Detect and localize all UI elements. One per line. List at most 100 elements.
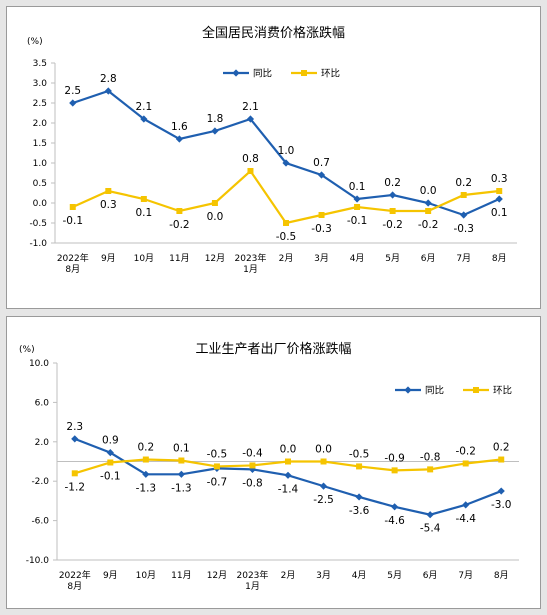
data-label: 1.8: [207, 113, 224, 125]
data-point-mom: [211, 200, 218, 206]
data-point-yoy: [142, 470, 150, 478]
data-point-yoy: [282, 159, 290, 167]
data-label: 2.5: [64, 85, 81, 97]
data-point-mom: [356, 463, 363, 470]
data-point-yoy: [177, 470, 185, 478]
data-label: -0.2: [382, 219, 403, 231]
x-tick-label: 2022年 8月: [59, 569, 91, 592]
x-tick-label: 3月: [316, 570, 331, 581]
data-label: -1.4: [278, 483, 299, 495]
y-tick-label: 2.0: [33, 119, 48, 129]
data-label: -0.5: [207, 448, 228, 460]
data-label: 0.0: [207, 211, 224, 223]
data-label: -0.7: [207, 476, 228, 488]
data-point-yoy: [246, 115, 255, 123]
y-tick-label: 0.0: [33, 199, 48, 209]
data-label: -0.2: [169, 219, 190, 231]
data-label: -1.3: [136, 482, 157, 494]
data-point-yoy: [319, 482, 328, 490]
x-tick-label: 8月: [494, 570, 509, 581]
x-tick-label: 2月: [281, 570, 296, 581]
data-point-mom: [462, 460, 469, 467]
data-label: -0.4: [242, 447, 263, 459]
x-tick-label: 6月: [421, 253, 436, 264]
data-point-yoy: [497, 487, 505, 495]
ppi-chart: 工业生产者出厂价格涨跌幅 (%) -10.0 -6.0 -2.0 2.0 6.0 10.0 20…: [19, 341, 519, 592]
x-tick-label: 5月: [387, 570, 402, 581]
chart-title: 全国居民消费价格涨跌幅: [202, 25, 345, 41]
legend-marker: [404, 386, 412, 394]
data-point-mom: [178, 457, 185, 464]
y-tick-label: 6.0: [35, 398, 50, 408]
data-label: -3.0: [491, 499, 512, 511]
x-tick-label: 2022年 8月: [57, 252, 89, 275]
data-label: 0.2: [137, 442, 154, 454]
y-tick-label: -1.0: [29, 239, 47, 249]
data-label: 0.0: [315, 444, 332, 456]
data-label: -0.8: [242, 477, 263, 489]
y-unit-label: (%): [27, 37, 43, 47]
data-label: 0.1: [173, 443, 190, 455]
data-point-yoy: [175, 135, 183, 143]
x-tick-label: 7月: [456, 253, 471, 264]
data-label: 0.1: [491, 207, 508, 219]
data-point-mom: [176, 208, 183, 214]
data-point-mom: [69, 204, 76, 210]
x-tick-label: 3月: [314, 253, 329, 264]
y-tick-label: 2.5: [33, 99, 47, 109]
data-label: -0.2: [418, 219, 439, 231]
data-point-yoy: [495, 195, 503, 203]
data-point-yoy: [391, 503, 399, 511]
x-tick-label: 2月: [279, 253, 294, 264]
x-tick-label: 2023年 1月: [237, 569, 269, 592]
data-label: -2.5: [313, 494, 334, 506]
data-point-yoy: [106, 449, 114, 457]
data-point-yoy: [317, 171, 326, 179]
data-point-yoy: [353, 195, 361, 203]
cpi-chart: 全国居民消费价格涨跌幅 (%) -1.0 -0.5 0.0 0.5 1.0 1.5 2.0 2.5…: [27, 25, 517, 275]
data-point-yoy: [69, 99, 77, 107]
x-tick-label: 10月: [136, 570, 156, 581]
chart-title: 工业生产者出厂价格涨跌幅: [195, 341, 351, 357]
data-label: 0.0: [420, 185, 437, 197]
x-tick-label: 12月: [207, 570, 227, 581]
data-point-mom: [425, 208, 432, 214]
data-label: 0.0: [280, 444, 297, 456]
data-label: -0.1: [63, 215, 84, 227]
data-label: 0.1: [135, 207, 152, 219]
data-label: -0.8: [420, 451, 441, 463]
data-label: -0.5: [349, 448, 370, 460]
x-tick-label: 4月: [350, 253, 365, 264]
data-label: 2.3: [66, 421, 83, 433]
data-point-mom: [318, 212, 325, 218]
data-label: -1.3: [171, 482, 192, 494]
data-label: -4.6: [384, 515, 405, 527]
data-label: -0.5: [276, 231, 297, 243]
x-tick-label: 4月: [352, 570, 367, 581]
data-label: -0.9: [384, 452, 405, 464]
data-label: -5.4: [420, 523, 441, 535]
data-point-mom: [71, 470, 78, 477]
data-point-mom: [140, 196, 147, 202]
y-tick-label: 3.5: [33, 59, 47, 69]
y-tick-label: -2.0: [31, 477, 49, 487]
data-point-yoy: [389, 191, 397, 199]
y-tick-label: 2.0: [35, 438, 50, 448]
data-point-mom: [249, 462, 256, 469]
data-point-mom: [142, 456, 149, 463]
x-tick-label: 11月: [169, 253, 189, 264]
data-point-mom: [247, 168, 254, 174]
data-label: -0.3: [453, 223, 474, 235]
y-unit-label: (%): [19, 345, 35, 355]
legend-marker: [301, 70, 307, 76]
data-point-yoy: [426, 511, 434, 519]
data-point-mom: [213, 463, 220, 470]
data-label: 0.9: [102, 435, 119, 447]
data-label: 0.8: [242, 153, 259, 165]
ppi-chart-panel: 工业生产者出厂价格涨跌幅 (%) -10.0 -6.0 -2.0 2.0 6.0 10.0 20…: [6, 316, 541, 609]
data-label: -0.1: [347, 215, 368, 227]
data-point-yoy: [462, 501, 470, 509]
y-tick-label: -6.0: [31, 517, 49, 527]
y-tick-label: 1.0: [33, 159, 48, 169]
data-point-yoy: [424, 199, 432, 207]
